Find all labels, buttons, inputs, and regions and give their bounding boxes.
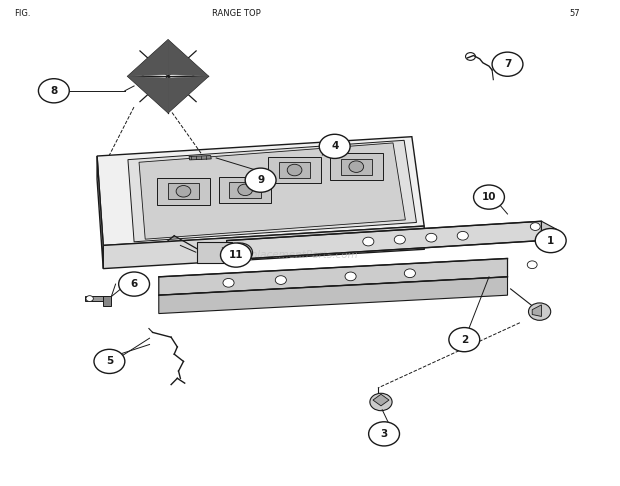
Polygon shape [340,158,372,174]
Text: 11: 11 [229,250,243,260]
Circle shape [94,349,125,373]
Polygon shape [541,221,557,249]
Circle shape [449,328,480,352]
Circle shape [223,278,234,287]
Polygon shape [227,221,541,260]
Polygon shape [189,156,211,160]
Circle shape [86,295,94,301]
Polygon shape [128,140,417,242]
Polygon shape [128,76,168,113]
Polygon shape [104,295,110,306]
Text: 10: 10 [482,192,496,202]
Polygon shape [268,157,321,183]
Circle shape [238,184,252,195]
Circle shape [275,276,286,284]
Text: 4: 4 [331,141,339,151]
Text: 7: 7 [504,59,511,69]
Circle shape [221,243,251,267]
Polygon shape [85,295,108,301]
Text: 1: 1 [547,236,554,245]
Circle shape [492,52,523,76]
Text: 9: 9 [257,175,264,185]
Circle shape [369,422,399,446]
Circle shape [345,272,356,281]
Polygon shape [168,40,208,76]
Polygon shape [128,40,208,113]
Circle shape [370,393,392,411]
Circle shape [245,168,276,192]
Text: 6: 6 [130,279,138,289]
Polygon shape [157,178,210,205]
Polygon shape [279,162,310,178]
Circle shape [38,79,69,103]
Polygon shape [159,277,508,313]
Polygon shape [104,226,424,269]
Polygon shape [532,305,541,316]
Circle shape [394,235,405,244]
Text: 8: 8 [50,86,58,96]
Circle shape [530,223,540,230]
Polygon shape [373,394,389,406]
Circle shape [118,272,149,296]
Polygon shape [229,182,261,198]
Circle shape [457,231,468,240]
Text: RANGE TOP: RANGE TOP [211,9,260,17]
Circle shape [535,228,566,253]
Polygon shape [139,143,405,239]
Text: 5: 5 [106,356,113,366]
Polygon shape [330,154,383,180]
Polygon shape [97,156,104,269]
Circle shape [528,303,551,320]
Circle shape [404,269,415,278]
Circle shape [287,164,302,176]
Polygon shape [128,40,168,76]
Text: 57: 57 [569,9,580,17]
Circle shape [228,243,252,262]
Text: FIG.: FIG. [14,9,30,17]
Circle shape [527,261,537,269]
Polygon shape [142,53,194,100]
Circle shape [176,186,191,197]
Polygon shape [168,76,208,113]
Text: 2: 2 [461,335,468,345]
Polygon shape [159,259,508,295]
Circle shape [319,134,350,158]
Polygon shape [97,137,424,245]
Polygon shape [197,242,232,263]
Polygon shape [168,183,199,199]
Circle shape [474,185,505,209]
Circle shape [349,161,364,173]
Text: 3: 3 [381,429,388,439]
Text: ReplacementParts.com: ReplacementParts.com [237,250,358,260]
Circle shape [426,233,437,242]
Polygon shape [219,176,272,203]
Circle shape [363,237,374,246]
